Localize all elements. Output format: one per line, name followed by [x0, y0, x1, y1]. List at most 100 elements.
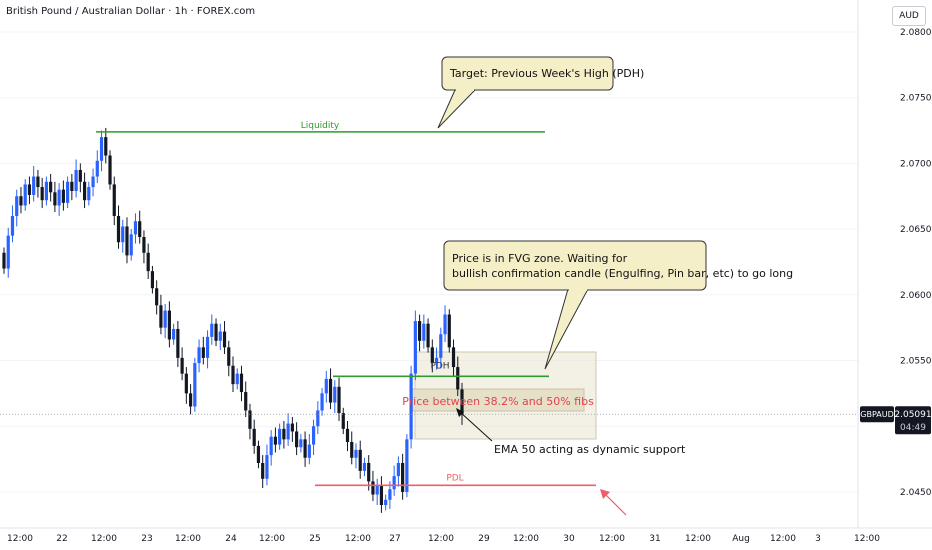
- candle-body: [337, 386, 341, 414]
- candle-body: [354, 449, 358, 458]
- callout-1-box: [441, 56, 614, 91]
- candle-body: [32, 176, 36, 195]
- candle-body: [176, 328, 180, 358]
- x-tick-label: 31: [649, 534, 660, 544]
- candle-body: [99, 137, 104, 161]
- candle-body: [15, 196, 19, 216]
- candle-body: [205, 336, 210, 358]
- candle-body: [439, 334, 443, 358]
- x-tick-label: 24: [225, 534, 237, 544]
- candle-body: [82, 181, 87, 201]
- candle-body: [61, 189, 65, 203]
- x-tick-label: 29: [478, 534, 490, 544]
- candle-body: [125, 226, 129, 256]
- candle-body: [286, 423, 290, 440]
- candle-body: [210, 323, 214, 337]
- candle-body: [384, 499, 388, 506]
- symbol-badge-text: GBPAUD: [860, 410, 894, 419]
- fib-zone-label: Price between 38.2% and 50% fibs: [402, 395, 594, 408]
- x-tick-label: 12:00: [7, 534, 33, 544]
- candle-body: [95, 160, 99, 177]
- candle-body: [184, 373, 188, 394]
- candle-body: [299, 439, 303, 448]
- x-tick-label: 12:00: [91, 534, 117, 544]
- candle-body: [57, 189, 61, 206]
- candle-body: [367, 462, 371, 482]
- candle-body: [227, 347, 231, 366]
- levels: Liquidity PDH PDL Price between 38.2% and 5…: [0, 121, 858, 487]
- callout-2-line-1: Price is in FVG zone. Waiting for: [452, 252, 628, 265]
- x-tick-label: 12:00: [599, 534, 625, 544]
- x-axis: 12:00 22 12:00 23 12:00 24 12:00 25 12:00 27 12:00…: [0, 527, 932, 544]
- y-tick-label: 2.07500: [900, 94, 932, 104]
- candle-body: [138, 221, 142, 237]
- candle-body: [159, 305, 163, 328]
- candle-body: [307, 444, 311, 458]
- chart-title: British Pound / Australian Dollar · 1h ·…: [6, 6, 256, 17]
- ema-annotation-text: EMA 50 acting as dynamic support: [494, 443, 686, 456]
- candle-body: [379, 485, 384, 506]
- candle-body: [218, 331, 222, 341]
- x-tick-label: 12:00: [513, 534, 539, 544]
- candle-body: [108, 155, 112, 185]
- y-tick-label: 2.06000: [900, 291, 932, 301]
- candle-body: [265, 455, 269, 479]
- price-countdown: 04:49: [900, 423, 926, 433]
- candle-body: [358, 449, 362, 471]
- candle-body: [2, 252, 6, 269]
- candle-body: [311, 426, 316, 445]
- candle-body: [27, 184, 32, 195]
- x-tick-label: 12:00: [175, 534, 201, 544]
- currency-button[interactable]: AUD: [892, 6, 926, 26]
- candle-body: [328, 378, 333, 403]
- candle-body: [405, 439, 409, 492]
- candle-body: [91, 176, 95, 188]
- y-tick-label: 2.06500: [900, 225, 932, 235]
- candle-body: [282, 428, 286, 440]
- zones: [410, 351, 597, 440]
- callouts: Target: Previous Week's High (PDH) Price …: [437, 56, 793, 516]
- candle-body: [36, 176, 40, 188]
- candle-body: [6, 235, 10, 269]
- candle-body: [19, 196, 23, 206]
- y-tick-label: 2.08000: [900, 28, 932, 38]
- callout-1-pointer: [437, 89, 477, 129]
- candle-body: [49, 181, 53, 193]
- callout-2-line-2: bullish confirmation candle (Engulfing, …: [452, 267, 793, 280]
- candle-body: [44, 181, 49, 201]
- candle-body: [116, 215, 121, 243]
- x-tick-label: 22: [56, 534, 67, 544]
- candles: [2, 127, 464, 513]
- candle-body: [447, 314, 451, 348]
- x-tick-label: Aug: [732, 534, 750, 544]
- candle-body: [303, 439, 307, 458]
- candle-body: [261, 462, 265, 479]
- candle-body: [396, 462, 400, 477]
- candle-body: [201, 347, 205, 358]
- candle-body: [434, 357, 439, 364]
- x-tick-label: 25: [309, 534, 320, 544]
- candle-body: [112, 184, 116, 216]
- candle-body: [426, 323, 430, 348]
- candle-body: [239, 373, 244, 393]
- callout-2-join: [569, 288, 587, 291]
- candle-body: [392, 476, 396, 490]
- symbol-badge: [860, 406, 894, 423]
- candle-body: [273, 436, 278, 445]
- candle-body: [295, 431, 299, 448]
- candle-body: [278, 428, 282, 445]
- candle-body: [341, 413, 345, 429]
- x-tick-label: 12:00: [345, 534, 371, 544]
- candle-body: [222, 331, 227, 348]
- candle-body: [150, 271, 155, 289]
- candle-body: [235, 373, 239, 385]
- candle-body: [324, 378, 328, 394]
- candle-body: [320, 393, 324, 411]
- x-tick-label: 27: [389, 534, 400, 544]
- candle-body: [10, 215, 15, 236]
- x-tick-label: 12:00: [259, 534, 285, 544]
- candle-body: [193, 363, 197, 407]
- candle-body: [167, 310, 171, 340]
- candle-body: [256, 445, 261, 463]
